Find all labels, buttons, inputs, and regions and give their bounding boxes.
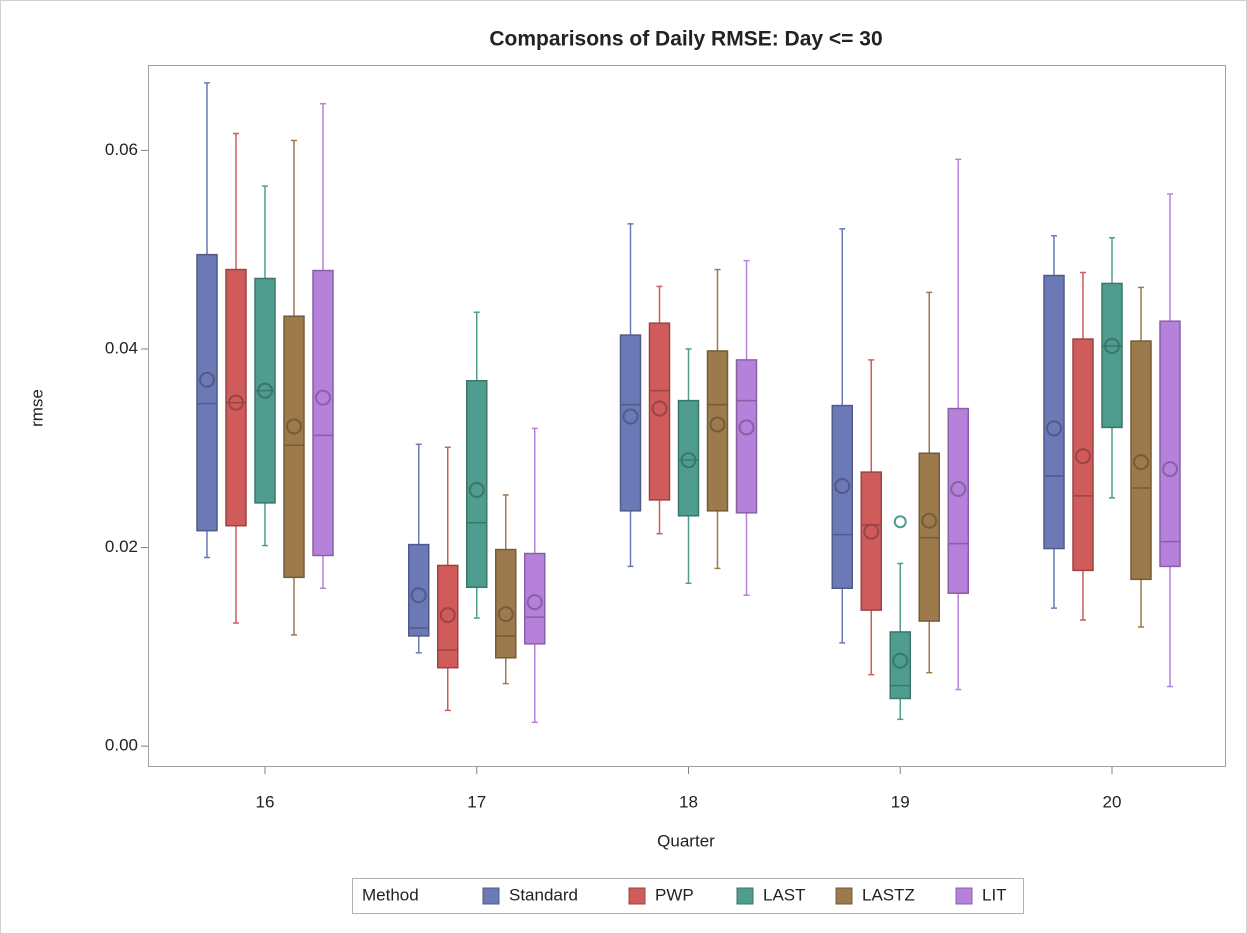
- box: [1130, 340, 1152, 581]
- legend-label: LAST: [763, 885, 806, 904]
- box: [225, 268, 247, 527]
- mean-marker: [738, 419, 755, 436]
- y-tick-label: 0.02: [105, 537, 138, 556]
- legend-label: PWP: [655, 885, 694, 904]
- mean-marker: [1104, 337, 1120, 354]
- plot-frame: [148, 65, 1226, 767]
- legend-frame: [352, 878, 1024, 914]
- legend-label: LASTZ: [862, 885, 915, 904]
- mean-marker: [651, 400, 668, 417]
- mean-marker: [228, 394, 244, 411]
- y-tick-label: 0.06: [105, 140, 138, 159]
- mean-marker: [921, 512, 938, 529]
- x-tick-label: 17: [467, 792, 486, 811]
- box: [196, 253, 218, 532]
- box: [1101, 282, 1123, 429]
- mean-marker: [834, 478, 851, 495]
- y-axis-label: rmse: [27, 389, 46, 427]
- mean-marker: [863, 523, 880, 540]
- x-tick-label: 18: [679, 792, 698, 811]
- y-tick-label: 0.00: [105, 736, 138, 755]
- mean-marker: [892, 652, 909, 669]
- legend-label: LIT: [982, 885, 1007, 904]
- x-axis-label: Quarter: [657, 831, 715, 850]
- box: [677, 399, 700, 517]
- box: [408, 543, 430, 637]
- mean-marker: [709, 416, 726, 433]
- mean-marker: [1046, 420, 1062, 437]
- legend-label: Standard: [509, 885, 578, 904]
- box: [889, 631, 911, 700]
- box: [947, 407, 969, 594]
- box: [283, 315, 305, 579]
- x-tick-label: 20: [1103, 792, 1122, 811]
- mean-marker: [497, 606, 514, 623]
- mean-marker: [286, 418, 302, 435]
- legend-title: Method: [362, 885, 419, 904]
- mean-marker: [1075, 448, 1091, 465]
- mean-marker: [257, 382, 273, 399]
- box: [860, 471, 882, 611]
- box: [831, 404, 853, 590]
- mean-marker: [1133, 454, 1149, 471]
- legend-swatch: [482, 887, 500, 905]
- outlier: [893, 515, 907, 529]
- box: [524, 552, 546, 645]
- box: [437, 564, 459, 669]
- y-tick-label: 0.04: [105, 338, 138, 357]
- box: [495, 548, 517, 659]
- box: [1072, 338, 1094, 572]
- mean-marker: [199, 371, 215, 388]
- legend-swatch: [835, 887, 853, 905]
- box: [312, 269, 334, 557]
- mean-marker: [439, 607, 456, 624]
- mean-marker: [410, 587, 427, 604]
- legend-swatch: [955, 887, 973, 905]
- mean-marker: [1162, 461, 1178, 478]
- box: [1043, 274, 1065, 550]
- box: [648, 322, 671, 501]
- mean-marker: [950, 480, 967, 497]
- mean-marker: [622, 408, 639, 425]
- mean-marker: [526, 594, 543, 611]
- chart-title: Comparisons of Daily RMSE: Day <= 30: [489, 28, 882, 51]
- mean-marker: [468, 481, 485, 498]
- box: [735, 359, 758, 514]
- mean-marker: [315, 389, 331, 406]
- legend-swatch: [736, 887, 754, 905]
- legend-swatch: [628, 887, 646, 905]
- x-tick-label: 19: [891, 792, 910, 811]
- box: [466, 380, 488, 589]
- mean-marker: [680, 452, 697, 469]
- box: [1159, 320, 1181, 568]
- x-tick-label: 16: [256, 792, 275, 811]
